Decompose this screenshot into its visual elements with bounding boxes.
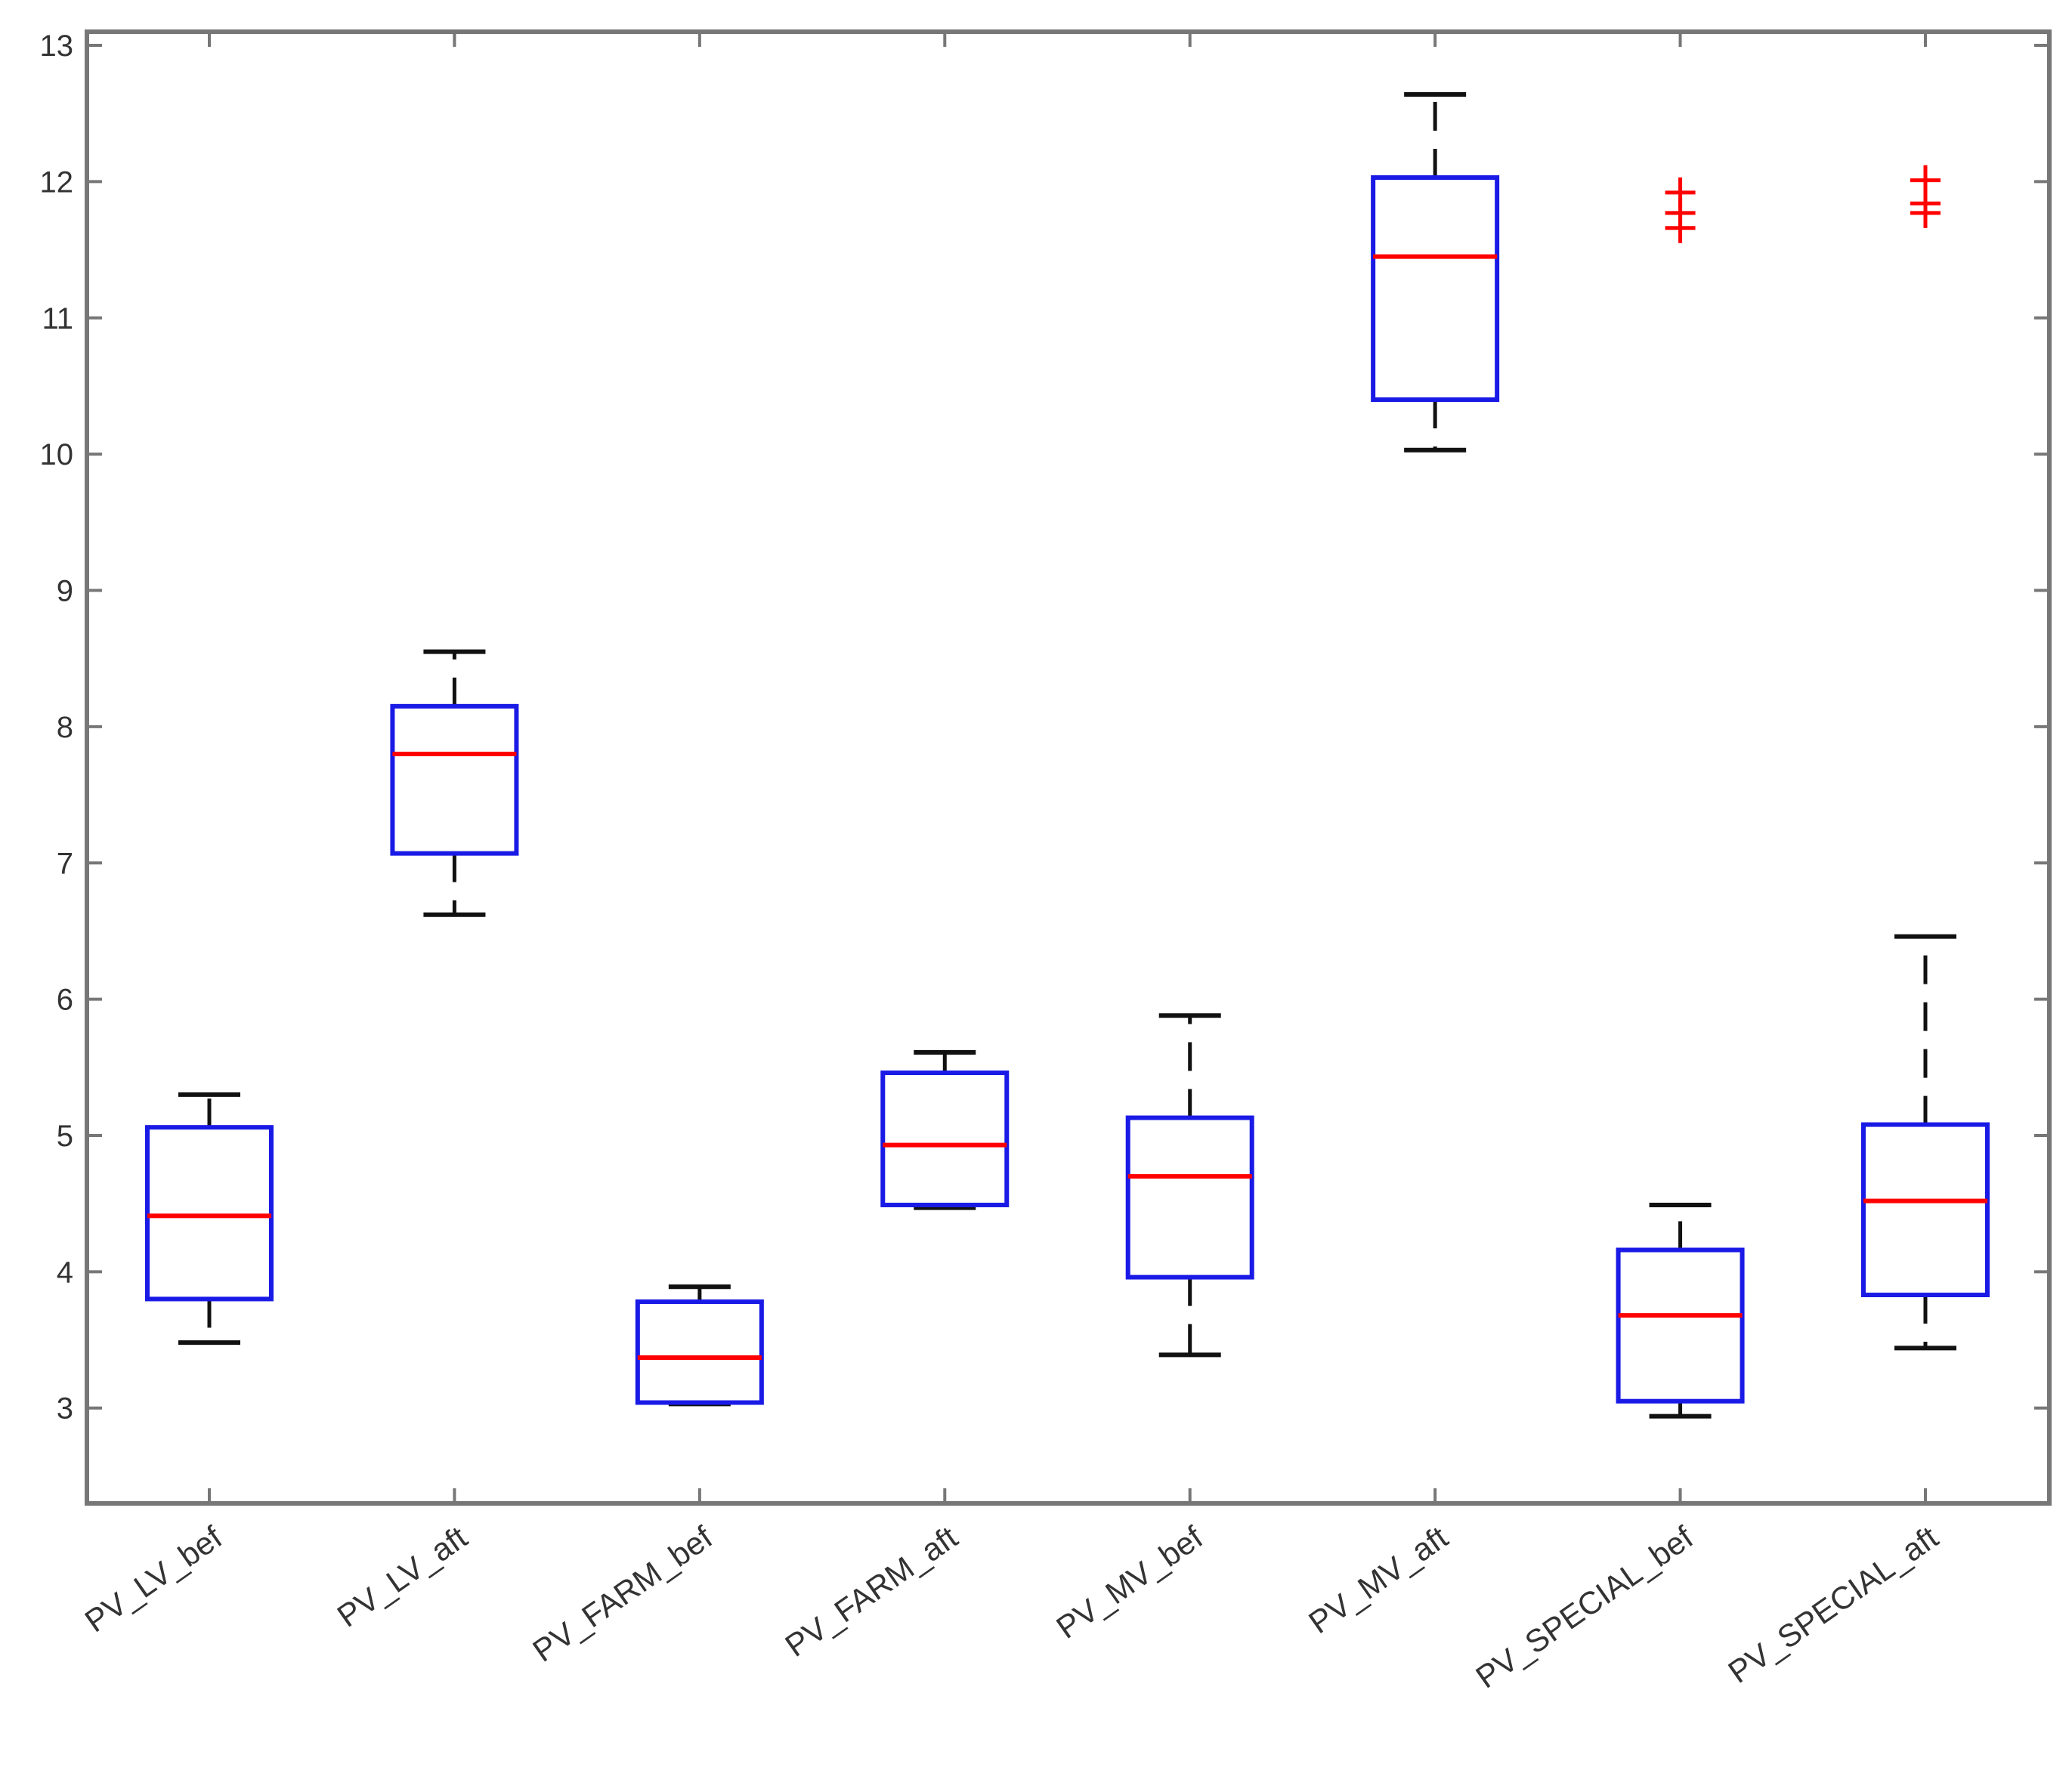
y-tick-label: 7 (57, 847, 73, 880)
y-tick-label: 4 (57, 1256, 73, 1289)
y-tick-label: 10 (40, 438, 74, 471)
plot-frame (85, 29, 2052, 1506)
x-tick-label: PV_LV_bef (79, 1519, 229, 1639)
box-PV_LV_bef (145, 1125, 274, 1302)
x-tick-label: PV_SPECIAL_aft (1721, 1519, 1944, 1690)
x-tick-label: PV_MV_bef (1050, 1519, 1209, 1645)
box-PV_FARM_aft (880, 1071, 1010, 1207)
box-PV_FARM_bef (635, 1299, 764, 1405)
y-tick-label: 5 (57, 1120, 73, 1153)
x-tick-label: PV_LV_aft (331, 1519, 474, 1634)
box-PV_LV_aft (390, 703, 519, 856)
x-tick-label: PV_FARM_aft (779, 1519, 964, 1664)
box-PV_MV_bef (1125, 1115, 1254, 1280)
y-tick-label: 3 (57, 1392, 73, 1426)
y-tick-label: 12 (40, 165, 74, 199)
y-tick-label: 6 (57, 984, 73, 1017)
y-tick-label: 11 (42, 302, 73, 335)
x-tick-label: PV_MV_aft (1302, 1519, 1454, 1641)
box-PV_SPECIAL_aft (1861, 1122, 1990, 1298)
y-tick-label: 8 (57, 711, 73, 744)
y-tick-label: 9 (57, 575, 73, 608)
y-tick-label: 13 (40, 29, 74, 63)
box-PV_MV_aft (1371, 175, 1500, 402)
box-PV_SPECIAL_bef (1616, 1247, 1745, 1404)
x-tick-label: PV_SPECIAL_bef (1469, 1519, 1699, 1695)
x-tick-label: PV_FARM_bef (526, 1519, 719, 1669)
